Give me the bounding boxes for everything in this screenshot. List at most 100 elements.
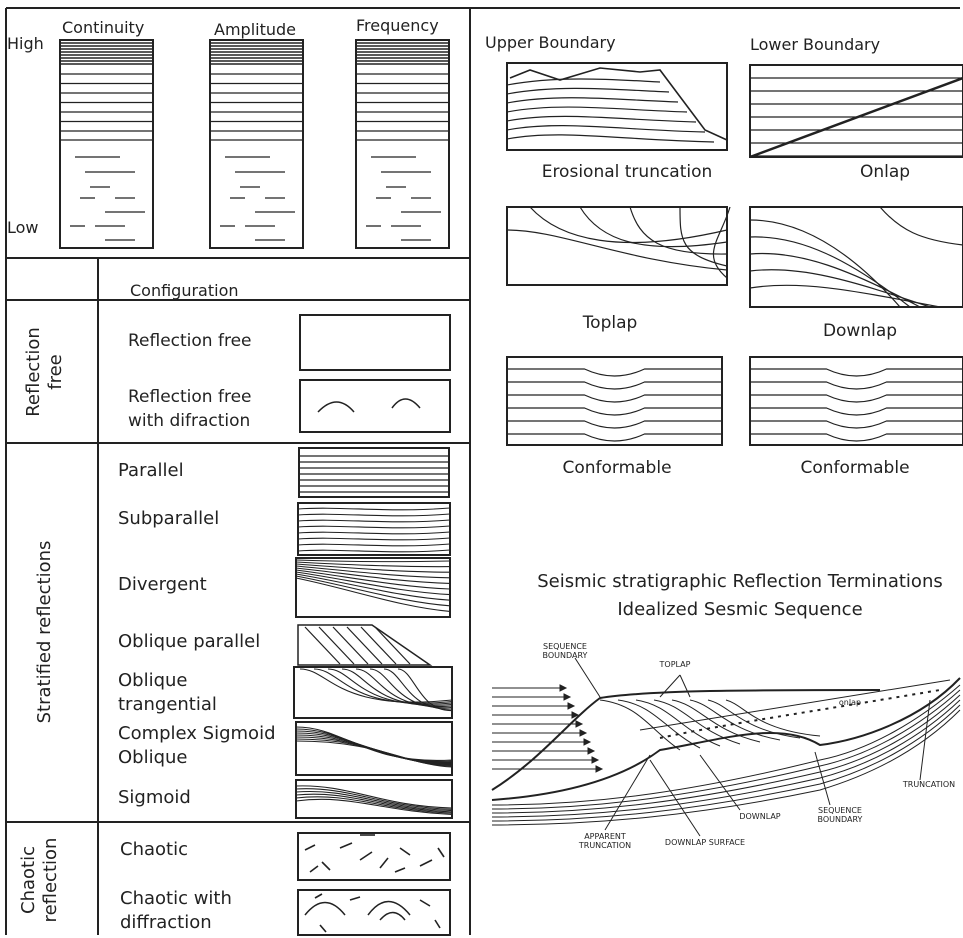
item-label: Complex Sigmoid Oblique (118, 722, 298, 770)
curve (380, 913, 405, 921)
curve (298, 514, 450, 516)
surface (510, 68, 727, 140)
arrow (580, 730, 586, 736)
curve (507, 421, 722, 428)
curve (507, 79, 660, 85)
curve (507, 88, 669, 94)
arrow (584, 739, 590, 745)
line (400, 848, 410, 855)
item-label: Subparallel (118, 507, 219, 531)
box (356, 40, 449, 248)
curve (298, 520, 450, 522)
line (380, 858, 388, 868)
curve (507, 408, 722, 415)
line (361, 627, 396, 664)
curve (296, 729, 452, 761)
boundary-header: Upper Boundary (485, 31, 616, 55)
curve (298, 538, 450, 540)
line (435, 920, 440, 928)
curve (880, 207, 963, 245)
curve (492, 700, 960, 817)
curve (296, 560, 450, 562)
line (680, 675, 690, 697)
curve (708, 700, 800, 738)
arrow (564, 694, 570, 700)
line (350, 897, 360, 900)
curve (507, 395, 722, 402)
curve (298, 526, 450, 528)
box (298, 503, 450, 555)
box (210, 40, 303, 248)
configuration-header: Configuration (130, 279, 239, 303)
item-label: Chaotic (120, 838, 188, 862)
box (60, 40, 153, 248)
sequence-label: DOWNLAP (730, 812, 790, 821)
sequence-label: TRUNCATION (895, 780, 963, 789)
column-header: Continuity (62, 16, 144, 40)
panel-label: Onlap (830, 160, 940, 184)
item-label: Chaotic with diffraction (120, 887, 270, 935)
sequence-label: DOWNLAP SURFACE (650, 838, 760, 847)
line (322, 862, 330, 870)
curve (492, 695, 960, 813)
line (375, 627, 410, 664)
line (660, 675, 680, 697)
arrow (588, 748, 594, 754)
curve (750, 285, 940, 307)
line (333, 627, 368, 664)
line (420, 900, 430, 906)
curve (507, 434, 722, 441)
line (315, 894, 322, 898)
panel-label: Downlap (800, 319, 920, 343)
curve (300, 669, 452, 702)
line (700, 755, 740, 810)
group-label: Chaotic reflection (18, 830, 62, 930)
curve (392, 399, 420, 408)
curve (305, 903, 345, 916)
curve (507, 107, 687, 112)
curve (298, 508, 450, 510)
sequence-label: SEQUENCE BOUNDARY (810, 806, 870, 824)
curve (328, 669, 452, 704)
arrow (596, 766, 602, 772)
line (310, 866, 318, 872)
curve (507, 98, 678, 103)
curve (507, 369, 722, 376)
item-label: Oblique parallel (118, 630, 260, 654)
curve (750, 369, 963, 376)
curve (680, 207, 727, 266)
curve (507, 135, 714, 142)
line (575, 658, 600, 697)
box (299, 448, 449, 497)
line (340, 843, 352, 848)
box (300, 315, 450, 370)
low-label: Low (7, 216, 39, 240)
curve (296, 576, 450, 606)
column-header: Frequency (356, 14, 439, 38)
boundary-header: Lower Boundary (750, 33, 880, 57)
line (395, 868, 405, 872)
panel-label: Toplap (560, 311, 660, 335)
line (347, 627, 382, 664)
line (305, 845, 315, 850)
item-label: Oblique trangential (118, 669, 258, 717)
item-label: Parallel (118, 459, 184, 483)
column-header: Amplitude (214, 18, 296, 42)
curve (342, 669, 452, 705)
item-label: Reflection free with difraction (128, 385, 268, 433)
box (298, 833, 450, 880)
sequence-title: Seismic stratigraphic Reflection Termina… (510, 570, 963, 594)
sequence-label: SEQUENCE BOUNDARY (535, 642, 595, 660)
box (300, 380, 450, 432)
group-label: Stratified reflections (34, 532, 56, 732)
curve (507, 382, 722, 389)
curve (298, 532, 450, 534)
sequence-title: Idealized Sesmic Sequence (510, 598, 963, 622)
arrow (560, 685, 566, 691)
curve (318, 402, 354, 412)
panel-label: Conformable (547, 456, 687, 480)
curve (507, 126, 705, 132)
curve (296, 731, 452, 762)
box (298, 890, 450, 935)
curve (492, 705, 960, 821)
